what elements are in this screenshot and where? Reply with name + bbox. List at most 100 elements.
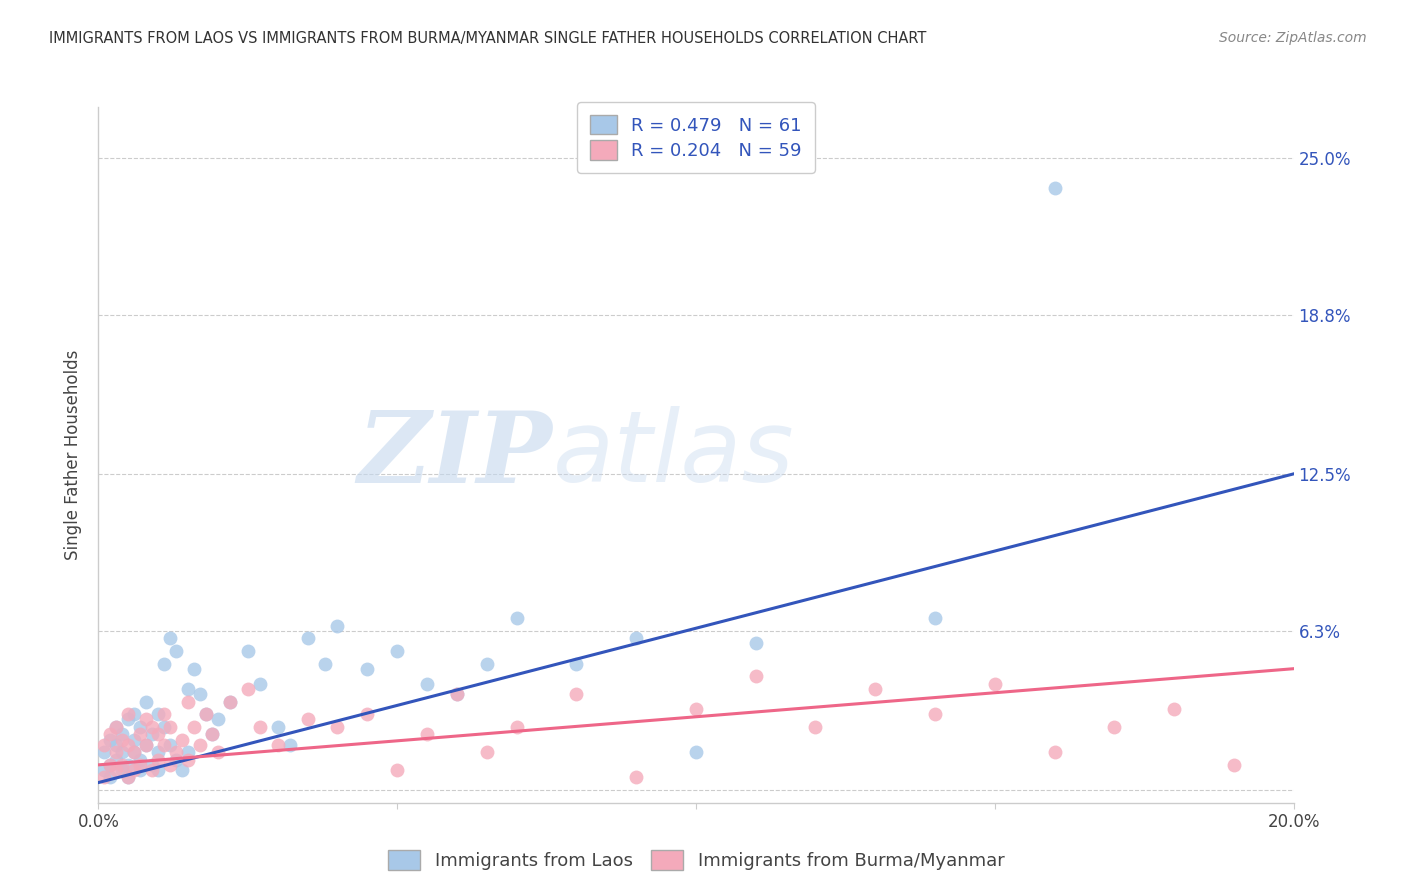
Point xyxy=(135,738,157,752)
Point xyxy=(93,738,115,752)
Point xyxy=(124,745,146,759)
Point xyxy=(356,662,378,676)
Point xyxy=(117,712,139,726)
Point xyxy=(416,677,439,691)
Legend: Immigrants from Laos, Immigrants from Burma/Myanmar: Immigrants from Laos, Immigrants from Bu… xyxy=(381,843,1011,877)
Point xyxy=(93,763,115,777)
Point xyxy=(188,738,211,752)
Point xyxy=(506,611,529,625)
Point xyxy=(219,695,242,709)
Point xyxy=(124,745,146,759)
Point xyxy=(685,702,707,716)
Point xyxy=(105,763,128,777)
Point xyxy=(984,677,1007,691)
Point xyxy=(207,745,229,759)
Point xyxy=(124,763,146,777)
Point xyxy=(93,771,115,785)
Text: atlas: atlas xyxy=(553,407,794,503)
Point xyxy=(159,632,181,646)
Point xyxy=(105,738,128,752)
Point xyxy=(236,644,259,658)
Point xyxy=(105,720,128,734)
Point xyxy=(129,757,152,772)
Point xyxy=(111,727,134,741)
Point xyxy=(129,720,152,734)
Point xyxy=(297,632,319,646)
Point xyxy=(865,681,887,696)
Point xyxy=(416,727,439,741)
Point xyxy=(124,707,146,722)
Point xyxy=(326,618,349,632)
Point xyxy=(117,771,139,785)
Point xyxy=(1223,757,1246,772)
Point xyxy=(177,745,200,759)
Point xyxy=(177,753,200,767)
Point xyxy=(446,687,468,701)
Point xyxy=(141,727,163,741)
Text: IMMIGRANTS FROM LAOS VS IMMIGRANTS FROM BURMA/MYANMAR SINGLE FATHER HOUSEHOLDS C: IMMIGRANTS FROM LAOS VS IMMIGRANTS FROM … xyxy=(49,31,927,46)
Point xyxy=(745,669,768,683)
Point xyxy=(924,707,946,722)
Point xyxy=(446,687,468,701)
Point xyxy=(297,712,319,726)
Point xyxy=(153,707,176,722)
Point xyxy=(117,771,139,785)
Point xyxy=(177,681,200,696)
Point xyxy=(148,707,170,722)
Point xyxy=(129,763,152,777)
Point xyxy=(153,720,176,734)
Point xyxy=(267,738,290,752)
Point xyxy=(385,763,409,777)
Point xyxy=(93,745,115,759)
Point xyxy=(201,727,224,741)
Point xyxy=(141,720,163,734)
Point xyxy=(111,757,134,772)
Point xyxy=(1104,720,1126,734)
Point xyxy=(188,687,211,701)
Point xyxy=(1043,745,1066,759)
Point xyxy=(685,745,707,759)
Point xyxy=(1163,702,1185,716)
Point xyxy=(135,712,157,726)
Point xyxy=(315,657,337,671)
Point xyxy=(135,738,157,752)
Point xyxy=(326,720,349,734)
Point xyxy=(195,707,218,722)
Point xyxy=(111,745,134,759)
Point xyxy=(100,727,122,741)
Point xyxy=(172,732,194,747)
Point xyxy=(475,657,498,671)
Point xyxy=(165,745,187,759)
Point xyxy=(267,720,290,734)
Text: Source: ZipAtlas.com: Source: ZipAtlas.com xyxy=(1219,31,1367,45)
Point xyxy=(129,727,152,741)
Point xyxy=(148,727,170,741)
Point xyxy=(153,657,176,671)
Point xyxy=(804,720,827,734)
Point xyxy=(141,763,163,777)
Point xyxy=(626,771,648,785)
Point xyxy=(100,732,122,747)
Point xyxy=(135,695,157,709)
Point xyxy=(105,753,128,767)
Point xyxy=(183,720,205,734)
Point xyxy=(565,657,588,671)
Point xyxy=(207,712,229,726)
Point xyxy=(111,732,134,747)
Y-axis label: Single Father Households: Single Father Households xyxy=(65,350,83,560)
Point xyxy=(201,727,224,741)
Point xyxy=(506,720,529,734)
Point xyxy=(117,707,139,722)
Point xyxy=(165,644,187,658)
Point xyxy=(100,757,122,772)
Point xyxy=(219,695,242,709)
Point xyxy=(159,757,181,772)
Point xyxy=(745,636,768,650)
Point xyxy=(278,738,301,752)
Text: ZIP: ZIP xyxy=(357,407,553,503)
Point xyxy=(100,771,122,785)
Point xyxy=(111,763,134,777)
Point xyxy=(236,681,259,696)
Point xyxy=(1043,181,1066,195)
Point xyxy=(159,720,181,734)
